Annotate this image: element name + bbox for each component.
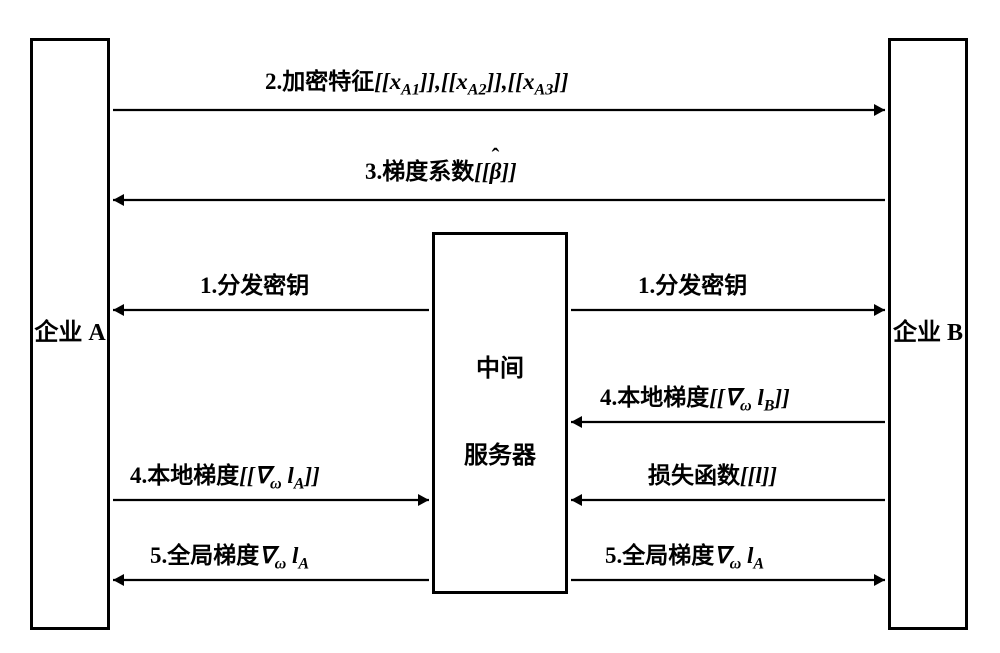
arrow-m3 xyxy=(99,186,899,214)
entity-box-b: 企业 B xyxy=(888,38,968,630)
arrow-m1-right xyxy=(557,296,899,324)
entity-a-label: 企业 A xyxy=(34,312,105,355)
label-m3: 3.梯度系数[[ˆβ]] xyxy=(365,152,517,186)
entity-server-label: 中间 服务器 xyxy=(464,348,536,478)
label-m1-right: 1.分发密钥 xyxy=(638,266,747,300)
label-loss: 损失函数[[l]] xyxy=(648,456,777,490)
arrow-m2 xyxy=(99,96,899,124)
label-m4-left: 4.本地梯度[[∇ω lA]] xyxy=(130,456,320,494)
label-m4-right: 4.本地梯度[[∇ω lB]] xyxy=(600,378,790,416)
entity-box-a: 企业 A xyxy=(30,38,110,630)
entity-box-server: 中间 服务器 xyxy=(432,232,568,594)
label-m5-right: 5.全局梯度∇ω lA xyxy=(605,536,764,574)
label-m2: 2.加密特征[[xA1]],[[xA2]],[[xA3]] xyxy=(265,62,569,100)
label-m1-left: 1.分发密钥 xyxy=(200,266,309,300)
label-m5-left: 5.全局梯度∇ω lA xyxy=(150,536,309,574)
arrow-m1-left xyxy=(99,296,443,324)
sequence-diagram: 企业 A 企业 B 中间 服务器 2.加密特征[[xA1]],[[xA2]],[… xyxy=(0,0,1000,653)
arrow-loss xyxy=(557,486,899,514)
entity-b-label: 企业 B xyxy=(893,312,963,355)
